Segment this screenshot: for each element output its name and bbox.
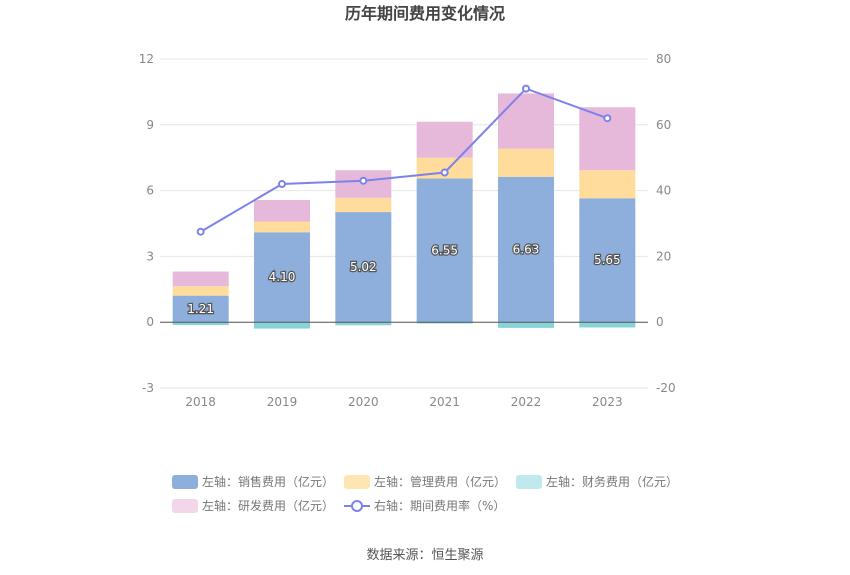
bar-segment [335, 322, 392, 326]
bar-segment [498, 176, 554, 323]
left-axis-tick-label: 12 [139, 52, 154, 66]
expense-ratio-point [196, 227, 205, 236]
x-axis-tick-label: 2021 [429, 395, 460, 409]
bar-segment [498, 322, 554, 328]
bar-segment [254, 221, 310, 233]
legend-swatch [172, 475, 198, 489]
bar-segment [254, 232, 310, 323]
expense-ratio-line [200, 87, 608, 233]
expense-ratio-point [522, 84, 530, 93]
bar-segment [335, 212, 392, 323]
bar-segment [172, 271, 229, 287]
bar-segment [172, 295, 229, 323]
bar-segment [579, 322, 636, 328]
left-axis-tick-label: 9 [146, 118, 154, 132]
bar-value-label: 1.21 [187, 302, 214, 316]
expense-ratio-point [440, 168, 449, 177]
left-axis-tick-label: 3 [146, 249, 154, 263]
bar-segment [335, 197, 392, 213]
left-axis-tick-label: -3 [142, 381, 154, 395]
bar-value-label: 5.65 [594, 253, 621, 267]
x-axis-tick-label: 2019 [267, 395, 298, 409]
legend-swatch [516, 475, 542, 489]
bar-segment [498, 93, 554, 149]
x-axis-tick-label: 2020 [348, 395, 379, 409]
right-axis-tick-label: 40 [656, 184, 671, 198]
x-axis-tick-label: 2018 [185, 395, 216, 409]
legend-label: 左轴：管理费用（亿元） [374, 474, 506, 489]
left-axis-tick-label: 0 [146, 315, 154, 329]
bar-segment [416, 322, 473, 324]
bar-segment [172, 322, 229, 326]
legend-swatch [344, 475, 370, 489]
legend-line-marker [351, 500, 363, 512]
right-axis-tick-label: 20 [656, 249, 671, 263]
bar-value-label: 6.63 [513, 242, 540, 256]
x-axis-tick-label: 2023 [592, 395, 623, 409]
bar-segment [498, 148, 554, 177]
bar-value-label: 4.10 [269, 270, 296, 284]
bar-segment [579, 198, 636, 323]
expense-ratio-point [278, 180, 286, 189]
bar-segment [416, 121, 473, 158]
expense-ratio-point [359, 176, 368, 185]
legend-label: 左轴：销售费用（亿元） [202, 474, 334, 489]
bar-value-label: 5.02 [350, 260, 377, 274]
right-axis-tick-label: 60 [656, 118, 671, 132]
bar-segment [416, 178, 473, 323]
bar-segment [254, 200, 310, 222]
bar-value-label: 6.55 [431, 243, 458, 257]
bar-segment [172, 286, 229, 296]
right-axis-tick-label: 80 [656, 52, 671, 66]
x-axis-tick-label: 2022 [511, 395, 542, 409]
legend-swatch [172, 499, 198, 513]
bar-segment [254, 322, 310, 329]
data-source: 数据来源：恒生聚源 [366, 548, 483, 563]
legend-label: 左轴：研发费用（亿元） [202, 498, 334, 513]
legend-label: 右轴：期间费用率（%） [374, 498, 505, 513]
bar-segment [579, 170, 636, 199]
right-axis-tick-label: -20 [656, 381, 676, 395]
legend-label: 左轴：财务费用（亿元） [546, 474, 678, 489]
expense-ratio-point [603, 114, 612, 123]
left-axis-tick-label: 6 [146, 184, 154, 198]
right-axis-tick-label: 0 [656, 315, 664, 329]
chart-title: 历年期间费用变化情况 [345, 4, 505, 23]
